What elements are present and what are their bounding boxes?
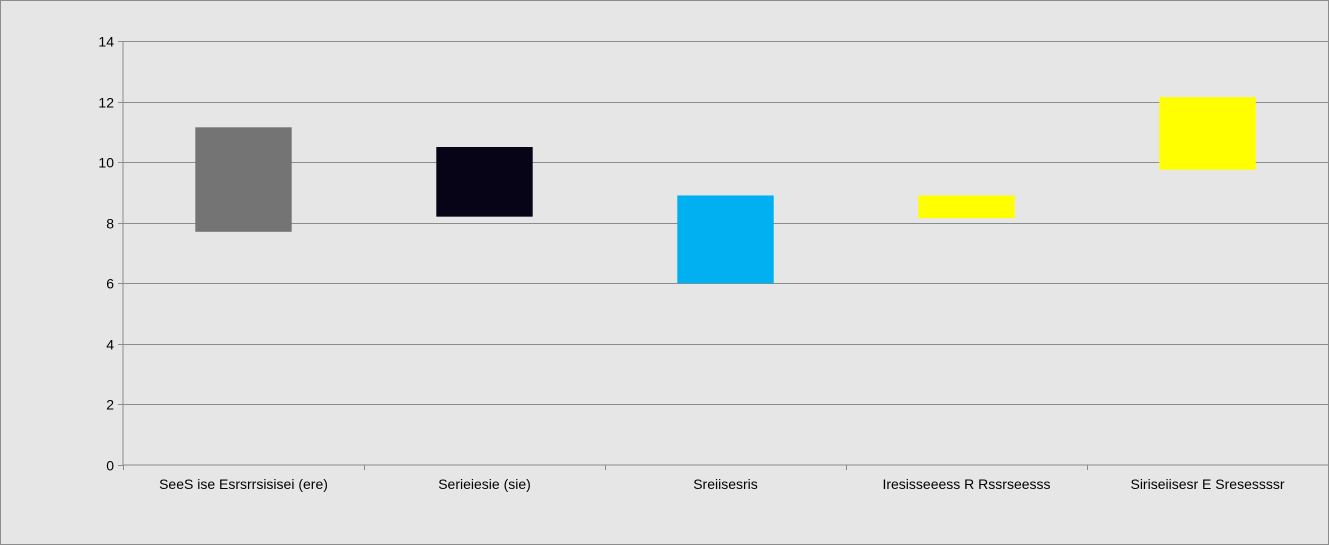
x-category-label: Sreiisesris	[693, 476, 758, 492]
y-tick-label: 4	[106, 337, 114, 353]
bar-1	[195, 127, 292, 232]
bar-4	[918, 195, 1015, 219]
y-tick-label: 12	[98, 95, 114, 111]
bar-2	[436, 147, 533, 217]
x-category-label: Siriseiisesr E Sresessssr	[1130, 476, 1284, 492]
x-tick-labels: SeeS ise Esrsrrsisisei (ere) Serieiesie (…	[159, 476, 1285, 492]
bar-3	[677, 195, 774, 284]
x-category-label: Iresisseeess R Rssrseesss	[882, 476, 1050, 492]
y-tick-label: 0	[106, 458, 114, 474]
x-category-label: Serieiesie (sie)	[438, 476, 531, 492]
gridlines	[118, 41, 1328, 470]
y-tick-label: 10	[98, 155, 114, 171]
y-tick-label: 2	[106, 397, 114, 413]
axes	[122, 41, 1328, 466]
x-category-label: SeeS ise Esrsrrsisisei (ere)	[159, 476, 328, 492]
y-tick-label: 8	[106, 216, 114, 232]
y-tick-label: 6	[106, 276, 114, 292]
bars	[195, 97, 1256, 284]
y-tick-label: 14	[98, 34, 114, 50]
y-tick-labels: 0 2 4 6 8 10 12 14	[98, 34, 114, 474]
bar-5	[1159, 97, 1256, 170]
